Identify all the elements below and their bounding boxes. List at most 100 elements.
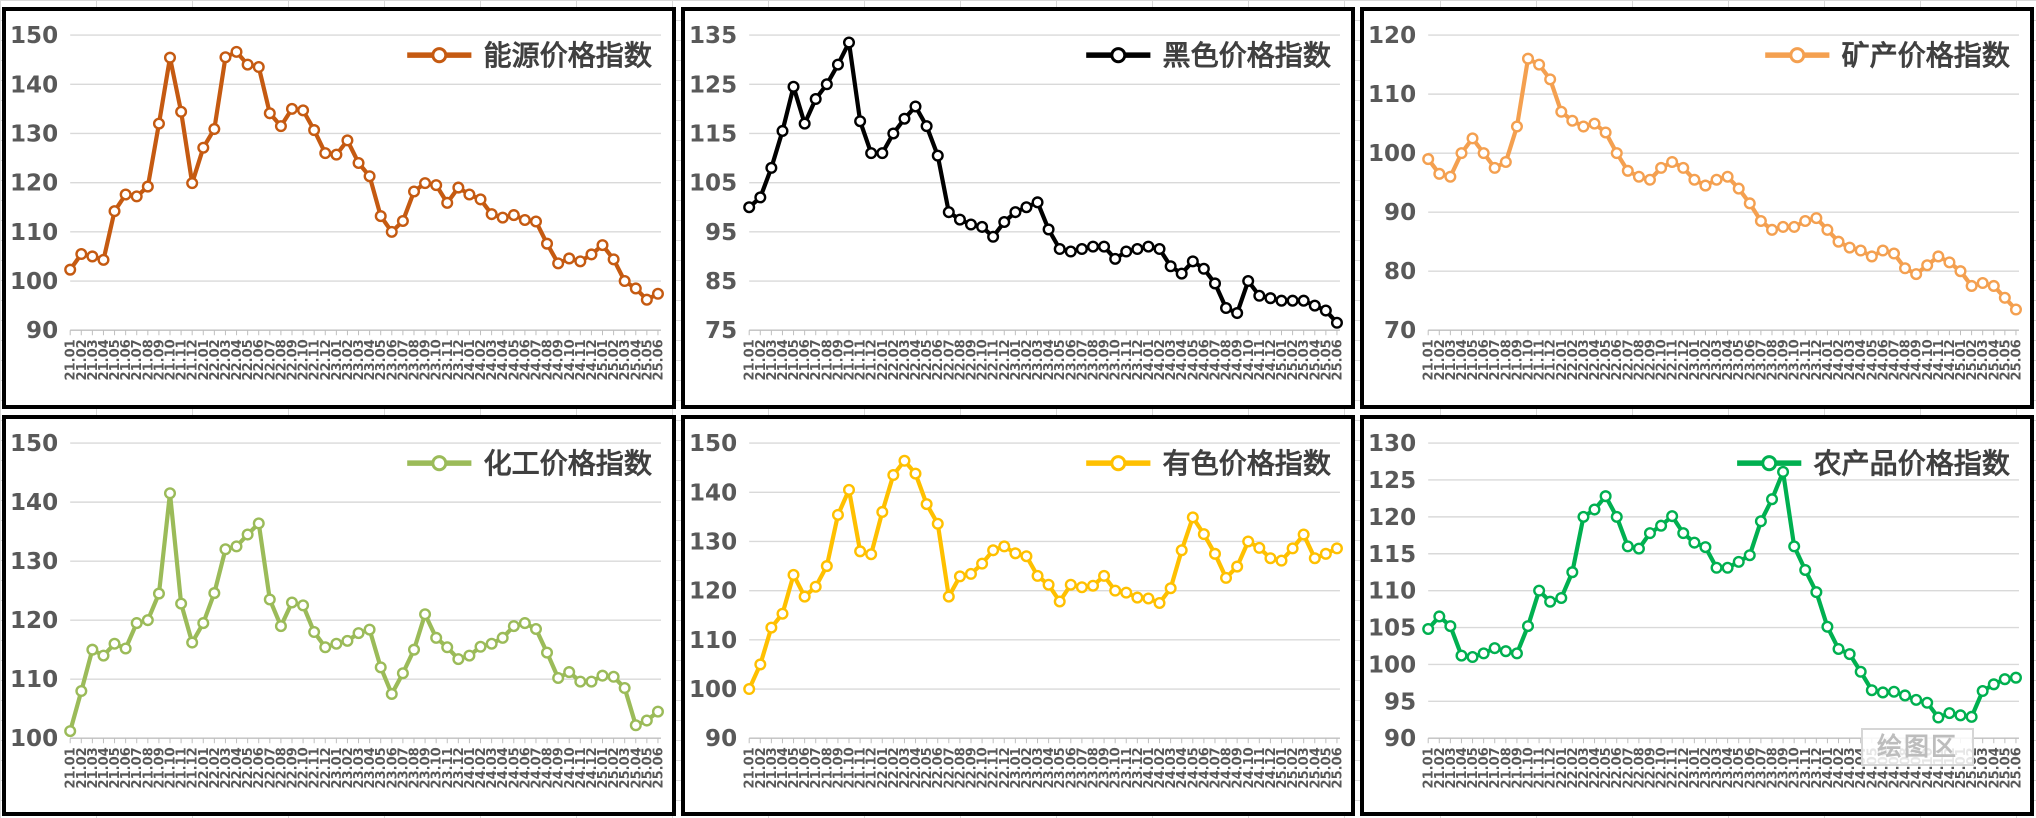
svg-text:105: 105 (689, 171, 737, 197)
svg-text:120: 120 (689, 578, 737, 604)
svg-text:23.08: 23.08 (1765, 339, 1780, 380)
svg-text:22.04: 22.04 (230, 747, 245, 788)
svg-text:23.11: 23.11 (1799, 339, 1814, 380)
svg-text:24.06: 24.06 (1197, 747, 1212, 788)
svg-text:23.12: 23.12 (1131, 747, 1146, 788)
svg-text:115: 115 (689, 121, 737, 147)
svg-text:23.10: 23.10 (430, 339, 445, 380)
svg-text:23.08: 23.08 (1086, 747, 1101, 788)
svg-text:120: 120 (1368, 504, 1416, 530)
svg-text:21.09: 21.09 (831, 339, 846, 380)
svg-text:22.05: 22.05 (920, 747, 935, 788)
svg-text:24.09: 24.09 (1910, 339, 1925, 380)
svg-text:21.05: 21.05 (108, 339, 123, 380)
svg-text:90: 90 (1384, 200, 1416, 226)
chemical-price-chart-plot: 10011012013014015021.0121.0221.0321.0421… (10, 431, 666, 788)
svg-text:25.02: 25.02 (1965, 339, 1980, 380)
svg-text:23.03: 23.03 (1031, 339, 1046, 380)
svg-text:23.10: 23.10 (1788, 339, 1803, 380)
svg-text:23.01: 23.01 (1688, 747, 1703, 788)
svg-text:25.02: 25.02 (607, 339, 622, 380)
svg-text:21.07: 21.07 (809, 339, 824, 380)
svg-text:150: 150 (10, 431, 58, 457)
svg-text:135: 135 (689, 23, 737, 49)
svg-text:90: 90 (705, 726, 737, 752)
svg-text:23.11: 23.11 (1799, 747, 1814, 788)
svg-text:24.03: 24.03 (1843, 339, 1858, 380)
svg-text:22.01: 22.01 (1555, 339, 1570, 380)
svg-text:85: 85 (705, 269, 737, 295)
svg-text:25.02: 25.02 (1286, 339, 1301, 380)
svg-text:24.01: 24.01 (1821, 339, 1836, 380)
svg-text:22.03: 22.03 (898, 747, 913, 788)
svg-text:22.02: 22.02 (887, 747, 902, 788)
svg-text:23.06: 23.06 (385, 747, 400, 788)
svg-text:21.09: 21.09 (1510, 339, 1525, 380)
svg-text:22.06: 22.06 (252, 339, 267, 380)
svg-text:25.01: 25.01 (1954, 339, 1969, 380)
svg-text:21.01: 21.01 (1422, 339, 1437, 380)
mineral-price-chart: 70 80 90 100 110 120 21.01 21.02 21.03 21.04 21.05… (1360, 7, 2034, 409)
svg-text:90: 90 (1384, 726, 1416, 752)
agri-price-chart: 90 95 100 105 110 115 120 125 130 21.01 21.02 21.03… (1360, 414, 2034, 816)
svg-text:24.12: 24.12 (585, 747, 600, 788)
svg-text:21.07: 21.07 (1488, 339, 1503, 380)
svg-text:22.04: 22.04 (1588, 747, 1603, 788)
svg-text:22.11: 22.11 (308, 339, 323, 380)
svg-text:110: 110 (10, 220, 58, 246)
svg-text:22.02: 22.02 (887, 339, 902, 380)
svg-text:22.06: 22.06 (1610, 339, 1625, 380)
svg-text:23.07: 23.07 (1754, 747, 1769, 788)
svg-text:21.06: 21.06 (798, 339, 813, 380)
svg-text:21.03: 21.03 (765, 339, 780, 380)
svg-text:22.02: 22.02 (1566, 339, 1581, 380)
svg-text:21.04: 21.04 (1455, 747, 1470, 788)
svg-text:130: 130 (10, 549, 58, 575)
svg-text:23.09: 23.09 (419, 339, 434, 380)
svg-text:21.11: 21.11 (1533, 339, 1548, 380)
svg-text:21.06: 21.06 (119, 339, 134, 380)
svg-text:25.04: 25.04 (1308, 747, 1323, 788)
svg-text:125: 125 (689, 72, 737, 98)
svg-text:22.11: 22.11 (987, 747, 1002, 788)
energy-price-chart: 90 100 110 120 130 140 150 21.01 21.02 21.03 21.04… (2, 7, 676, 409)
svg-text:24.07: 24.07 (529, 339, 544, 380)
svg-text:21.02: 21.02 (754, 339, 769, 380)
svg-text:25.05: 25.05 (1319, 339, 1334, 380)
chemical-price-chart: 100 110 120 130 140 150 21.01 21.02 21.03 21.04 21… (2, 414, 676, 816)
svg-text:22.02: 22.02 (208, 339, 223, 380)
svg-text:23.01: 23.01 (1688, 339, 1703, 380)
svg-text:23.12: 23.12 (1131, 339, 1146, 380)
svg-text:110: 110 (10, 667, 58, 693)
svg-text:21.04: 21.04 (1455, 339, 1470, 380)
svg-text:24.11: 24.11 (574, 747, 589, 788)
svg-text:21.07: 21.07 (130, 339, 145, 380)
svg-text:24.01: 24.01 (1142, 747, 1157, 788)
svg-text:22.07: 22.07 (1621, 747, 1636, 788)
svg-text:24.03: 24.03 (1164, 747, 1179, 788)
svg-text:105: 105 (1368, 615, 1416, 641)
svg-text:24.10: 24.10 (563, 339, 578, 380)
plot-area-watermark: 绘图区 (1860, 728, 1974, 766)
svg-text:24.12: 24.12 (1943, 339, 1958, 380)
svg-text:21.01: 21.01 (743, 747, 758, 788)
svg-text:25.03: 25.03 (618, 339, 633, 380)
svg-text:130: 130 (689, 529, 737, 555)
svg-text:24.06: 24.06 (518, 339, 533, 380)
svg-text:24.04: 24.04 (1854, 339, 1869, 380)
svg-text:22.05: 22.05 (1599, 339, 1614, 380)
svg-text:21.01: 21.01 (743, 339, 758, 380)
svg-text:24.02: 24.02 (474, 339, 489, 380)
svg-text:23.06: 23.06 (1743, 747, 1758, 788)
svg-text:24.11: 24.11 (1253, 339, 1268, 380)
svg-text:22.10: 22.10 (297, 339, 312, 380)
svg-text:21.05: 21.05 (1466, 747, 1481, 788)
svg-text:22.08: 22.08 (274, 747, 289, 788)
svg-text:21.06: 21.06 (119, 747, 134, 788)
svg-text:25.06: 25.06 (651, 339, 666, 380)
svg-text:23.10: 23.10 (1788, 747, 1803, 788)
svg-text:21.01: 21.01 (64, 747, 79, 788)
svg-text:22.08: 22.08 (953, 747, 968, 788)
svg-text:24.09: 24.09 (552, 747, 567, 788)
svg-text:22.04: 22.04 (909, 747, 924, 788)
